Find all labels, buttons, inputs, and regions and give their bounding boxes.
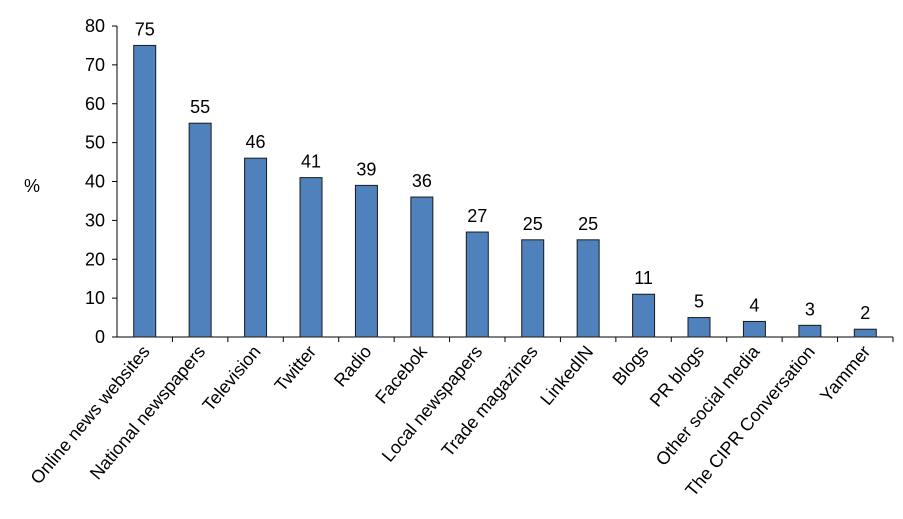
bar xyxy=(632,293,656,338)
bar xyxy=(465,231,489,338)
value-label: 36 xyxy=(412,171,432,191)
bar xyxy=(742,320,766,338)
bar xyxy=(133,44,157,338)
x-tick-label: Yammer xyxy=(816,342,874,406)
x-tick-label: Facebok xyxy=(371,341,431,408)
bar xyxy=(354,184,378,338)
bar xyxy=(299,177,323,338)
bar xyxy=(188,122,212,338)
x-tick-label: Other social media xyxy=(652,341,764,470)
y-tick-label: 30 xyxy=(85,210,105,230)
x-tick-label: Twitter xyxy=(271,342,320,395)
value-label: 5 xyxy=(694,292,704,312)
value-label: 39 xyxy=(356,159,376,179)
y-tick-label: 70 xyxy=(85,55,105,75)
bar xyxy=(244,157,268,338)
y-tick-label: 50 xyxy=(85,133,105,153)
value-label: 2 xyxy=(860,303,870,323)
x-tick-label: LinkedIN xyxy=(536,342,597,409)
bar xyxy=(410,196,434,338)
value-label: 25 xyxy=(578,214,598,234)
x-tick-label: Trade magazines xyxy=(437,342,541,461)
value-label: 55 xyxy=(190,97,210,117)
y-tick-label: 0 xyxy=(95,327,105,347)
bar xyxy=(687,317,711,338)
y-tick-label: 10 xyxy=(85,288,105,308)
y-tick-label: 80 xyxy=(85,16,105,36)
y-tick-label: 20 xyxy=(85,249,105,269)
y-axis-label: % xyxy=(24,176,40,196)
y-tick-label: 40 xyxy=(85,172,105,192)
value-label: 46 xyxy=(246,132,266,152)
bar xyxy=(853,328,877,338)
value-label: 11 xyxy=(634,268,653,288)
value-label: 25 xyxy=(523,214,543,234)
value-label: 41 xyxy=(301,152,321,172)
bar xyxy=(521,239,545,338)
value-label: 27 xyxy=(467,206,487,226)
bar xyxy=(798,324,822,338)
value-label: 75 xyxy=(135,19,155,39)
x-tick-label: Radio xyxy=(330,342,376,391)
x-tick-label: Television xyxy=(199,342,265,415)
x-tick-label: Blogs xyxy=(608,342,652,389)
y-tick-label: 60 xyxy=(85,94,105,114)
x-tick-label: Local newspapers xyxy=(378,342,487,466)
bar xyxy=(576,239,600,338)
value-label: 3 xyxy=(805,299,815,319)
value-label: 4 xyxy=(749,295,759,315)
